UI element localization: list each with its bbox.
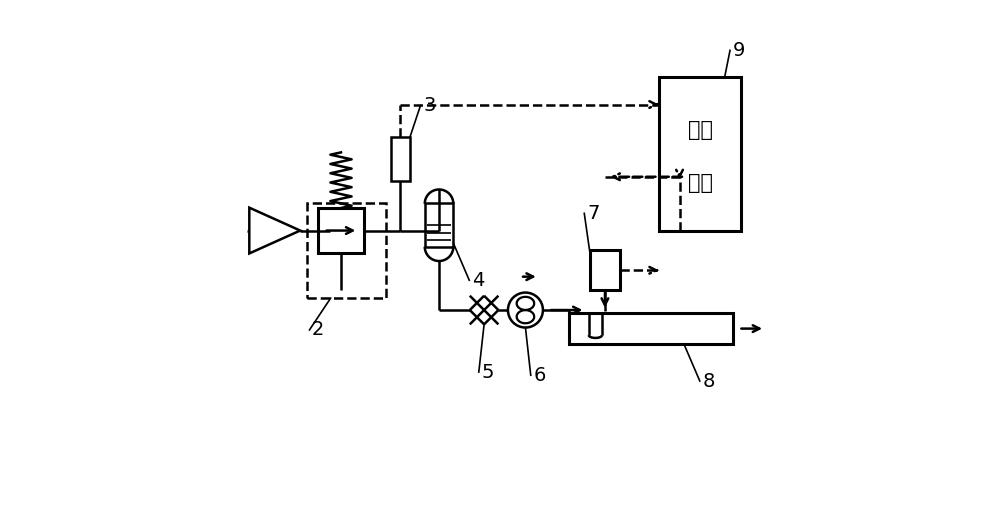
Bar bbox=[307, 203, 386, 298]
Bar bbox=[590, 251, 620, 290]
Text: 理器: 理器 bbox=[688, 173, 713, 193]
Text: 9: 9 bbox=[733, 41, 745, 60]
Bar bbox=[318, 208, 364, 253]
Text: 2: 2 bbox=[312, 321, 324, 339]
Bar bbox=[391, 137, 410, 181]
Text: 6: 6 bbox=[533, 366, 546, 385]
Text: 7: 7 bbox=[587, 204, 599, 223]
Bar bbox=[659, 77, 741, 231]
Text: 微处: 微处 bbox=[688, 120, 713, 140]
Text: 3: 3 bbox=[423, 96, 436, 115]
Bar bbox=[569, 313, 733, 344]
Text: 8: 8 bbox=[702, 372, 715, 391]
Bar bbox=[425, 203, 453, 247]
Text: 5: 5 bbox=[481, 363, 494, 382]
Text: 4: 4 bbox=[472, 271, 484, 290]
